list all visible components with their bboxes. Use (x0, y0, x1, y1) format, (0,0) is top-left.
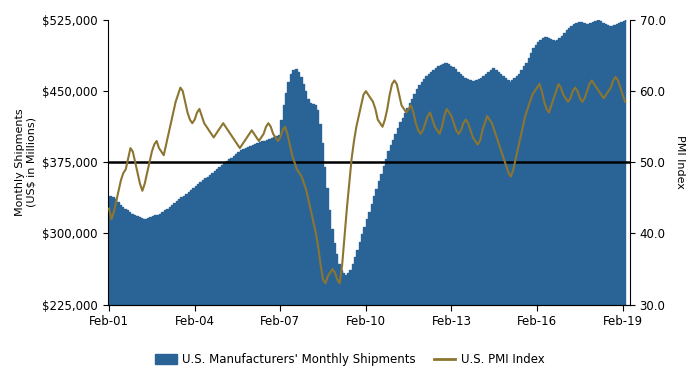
Y-axis label: PMI Index: PMI Index (675, 135, 685, 189)
Y-axis label: Monthly Shipments
(US$ in Millions): Monthly Shipments (US$ in Millions) (15, 109, 36, 216)
Legend: U.S. Manufacturers' Monthly Shipments, U.S. PMI Index: U.S. Manufacturers' Monthly Shipments, U… (150, 349, 550, 371)
